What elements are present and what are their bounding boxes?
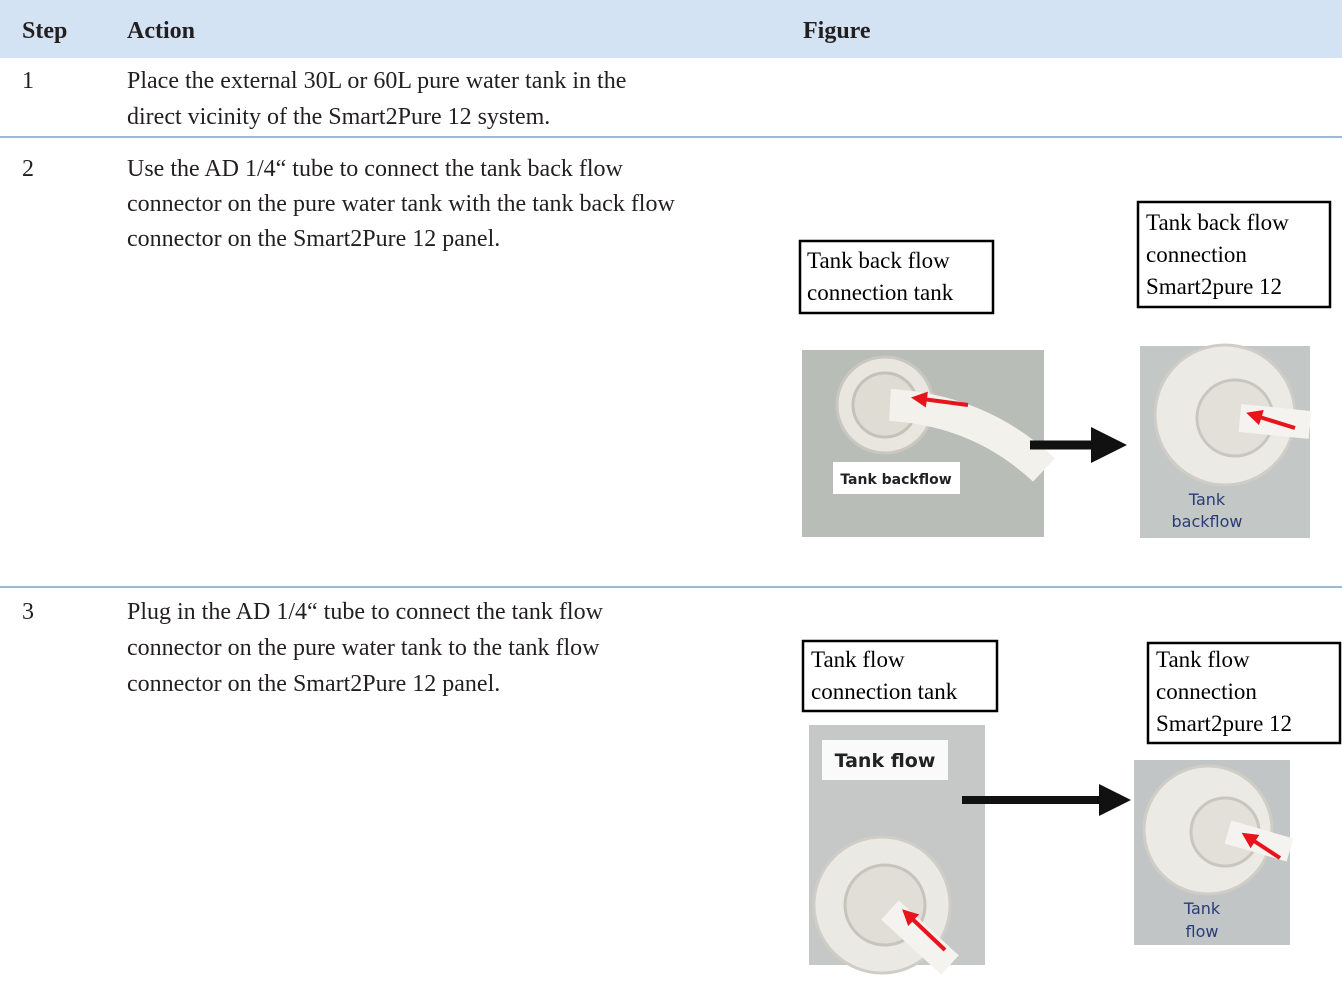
callout-line: Tank flow [1156,647,1250,672]
photo: Tank flow [1134,760,1294,945]
header-cell: Action [127,18,195,44]
header-cell: Step [22,18,67,44]
callout-line: Tank back flow [807,248,950,273]
photo-label: Tank [1188,490,1226,509]
header-cell: Figure [803,18,871,44]
callout-line: Tank back flow [1146,210,1289,235]
step: 3 [22,599,34,625]
step: 2 [22,156,34,182]
action-line: connector on the Smart2Pure 12 panel. [127,226,500,252]
photo-label: backflow [1172,512,1243,531]
photo: Tank backflow [1140,343,1312,538]
callout-line: Tank flow [811,647,905,672]
photo: Tank flow [809,725,985,975]
action-line: connector on the pure water tank to the … [127,635,600,661]
action-line: direct vicinity of the Smart2Pure 12 sys… [127,104,550,130]
action-line: Place the external 30L or 60L pure water… [127,68,626,94]
step: 1 [22,68,34,94]
callout-box [798,239,995,315]
callout-box [801,639,999,713]
callout-line: connection tank [807,280,954,305]
photo-label: flow [1186,922,1219,941]
action-line: Plug in the AD 1/4“ tube to connect the … [127,599,604,625]
callout-line: Smart2pure 12 [1146,274,1282,299]
action-line: Use the AD 1/4“ tube to connect the tank… [127,156,624,182]
photo-label: Tank backflow [840,472,951,488]
callout-box [1146,641,1342,745]
action-line: connector on the pure water tank with th… [127,191,675,217]
callout-line: Smart2pure 12 [1156,711,1292,736]
photo-label: Tank [1183,899,1221,918]
callout-box [1136,200,1332,309]
photo-label: Tank flow [835,750,936,772]
callout-line: connection [1146,242,1247,267]
action-line: connector on the Smart2Pure 12 panel. [127,671,500,697]
photo: Tank backflow [802,350,1055,537]
callout-line: connection tank [811,679,958,704]
callout-line: connection [1156,679,1257,704]
header-band [0,0,1342,58]
